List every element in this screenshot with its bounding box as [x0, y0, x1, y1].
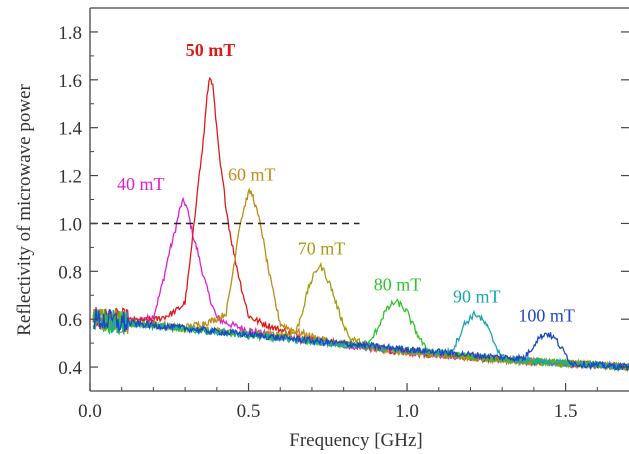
- x-axis-title: Frequency [GHz]: [289, 430, 422, 451]
- series-label: 50 mT: [186, 40, 236, 60]
- y-tick-label: 0.8: [58, 262, 82, 283]
- y-tick-label: 1.4: [58, 119, 82, 140]
- x-tick-label: 1.0: [395, 401, 419, 422]
- y-tick-label: 0.4: [58, 358, 82, 379]
- y-tick-label: 1.0: [58, 214, 82, 235]
- y-tick-label: 1.8: [58, 23, 82, 44]
- series-line-60-mt: [92, 187, 629, 372]
- series-label: 70 mT: [298, 239, 346, 259]
- y-tick-label: 0.6: [58, 310, 82, 331]
- series-label: 60 mT: [228, 164, 276, 184]
- series-label: 80 mT: [374, 274, 422, 294]
- series-line-100-mt: [93, 308, 629, 372]
- plot-area: 40 mT 50 mT 60 mT 70 mT 80 mT 90 mT 100 mT: [90, 40, 629, 373]
- y-axis-title: Reflectivity of microwave power: [14, 84, 35, 336]
- y-tick-label: 1.6: [58, 71, 82, 92]
- series-label: 90 mT: [453, 286, 501, 306]
- axes-layer: 0.0 0.5 1.0 1.5 0.4 0.6 0.8 1.0 1.2 1.4 1.6 1.8: [58, 7, 629, 422]
- x-tick-label: 0.0: [78, 401, 102, 422]
- x-tick-label: 1.5: [554, 401, 578, 422]
- y-tick-label: 1.2: [58, 167, 82, 188]
- series-label: 100 mT: [518, 306, 575, 326]
- x-tick-label: 0.5: [237, 401, 261, 422]
- series-label: 40 mT: [117, 174, 165, 194]
